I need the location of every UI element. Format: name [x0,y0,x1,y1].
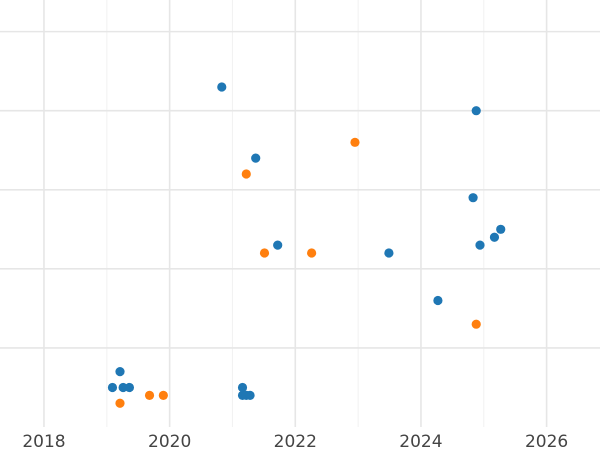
x-tick-label: 2018 [22,432,65,450]
data-point-series-1 [475,240,485,250]
data-point-series-1 [107,382,118,393]
data-point-series-2 [259,248,270,258]
x-tick-label: 2024 [399,432,442,450]
data-point-series-1 [489,232,500,242]
x-tick-label: 2020 [148,432,191,450]
data-point-series-1 [115,367,125,377]
data-point-series-2 [241,169,251,179]
data-point-series-1 [251,153,261,163]
data-point-series-1 [217,82,227,92]
data-point-series-2 [158,390,168,400]
data-point-series-1 [384,248,394,258]
data-point-series-1 [471,106,481,116]
data-point-series-1 [237,382,248,393]
data-point-series-1 [433,295,443,306]
data-point-series-1 [496,224,506,234]
data-point-series-1 [468,193,478,203]
data-point-series-1 [124,382,135,393]
data-point-series-2 [350,137,360,147]
data-point-series-2 [115,398,125,408]
x-axis-ticks: 2018 2020 2022 2024 2026 [22,432,568,450]
data-point-series-1 [273,240,283,250]
data-points [107,82,506,408]
data-point-series-1 [245,390,255,400]
x-tick-label: 2022 [274,432,317,450]
data-point-series-2 [144,390,155,400]
data-point-series-2 [471,319,481,329]
grid [0,0,600,427]
x-tick-label: 2026 [525,432,568,450]
data-point-series-2 [307,248,317,258]
